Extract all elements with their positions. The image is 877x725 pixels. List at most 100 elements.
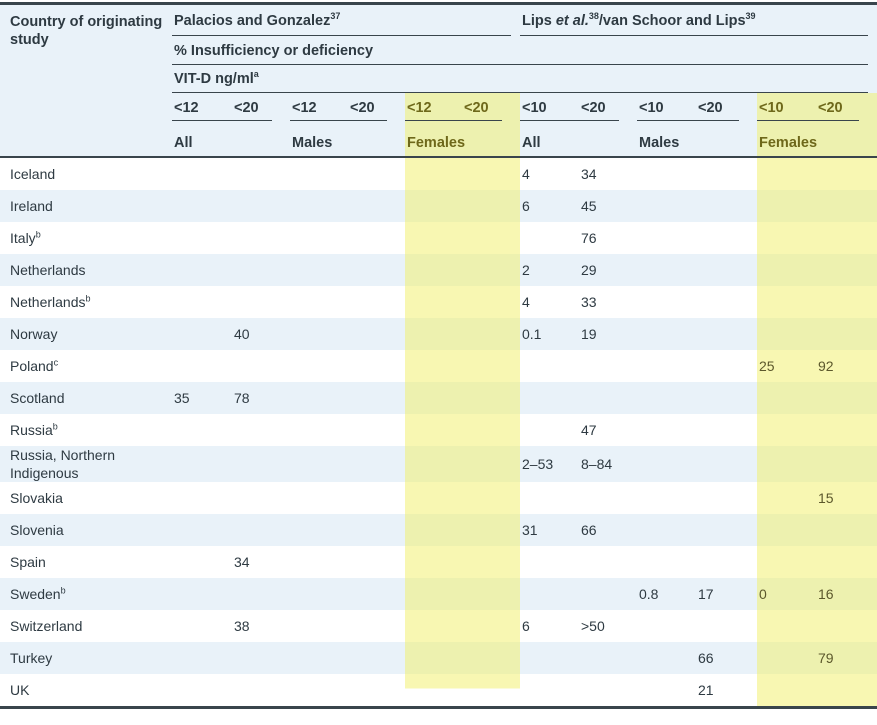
country-cell: Scotland <box>10 390 65 406</box>
value-cell: 4 <box>522 166 530 182</box>
value-cell <box>637 254 696 286</box>
table-row: Netherlands 2 29 <box>0 254 877 286</box>
threshold-header: <20 <box>232 93 290 130</box>
value-cell <box>637 610 696 642</box>
table-row: Slovenia 31 66 <box>0 514 877 546</box>
value-cell: 38 <box>234 618 250 634</box>
value-cell <box>462 546 520 578</box>
value-cell <box>696 254 757 286</box>
subgroup-header-all: All <box>520 130 637 158</box>
table-row: Spain 34 <box>0 546 877 578</box>
value-cell <box>757 610 816 642</box>
value-cell <box>348 254 405 286</box>
value-cell <box>520 350 579 382</box>
header-row-thresholds: <12 <20 <12 <20 <12 <20 <10 <20 <10 <20 … <box>0 93 877 130</box>
value-cell <box>232 414 290 446</box>
value-cell <box>696 514 757 546</box>
value-cell: 19 <box>581 326 597 342</box>
value-cell <box>637 158 696 190</box>
value-cell <box>405 546 462 578</box>
value-cell <box>405 286 462 318</box>
value-cell <box>637 446 696 482</box>
value-cell <box>348 286 405 318</box>
header-row-measure: % Insufficiency or deficiency <box>0 36 877 65</box>
value-cell <box>232 482 290 514</box>
value-cell <box>290 610 348 642</box>
value-cell <box>290 482 348 514</box>
value-cell <box>405 642 462 674</box>
table-row: Iceland 4 34 <box>0 158 877 190</box>
value-cell <box>232 222 290 254</box>
value-cell: 40 <box>234 326 250 342</box>
table-row: Netherlandsb 4 33 <box>0 286 877 318</box>
value-cell <box>757 254 816 286</box>
table-row: Slovakia 15 <box>0 482 877 514</box>
value-cell <box>172 578 232 610</box>
value-cell <box>462 190 520 222</box>
value-cell <box>816 610 877 642</box>
value-cell <box>232 446 290 482</box>
value-cell <box>696 382 757 414</box>
value-cell <box>348 546 405 578</box>
value-cell: 76 <box>581 230 597 246</box>
value-cell <box>637 222 696 254</box>
value-cell <box>520 222 579 254</box>
value-cell <box>757 482 816 514</box>
value-cell <box>637 286 696 318</box>
value-cell: 0.8 <box>639 586 659 602</box>
value-cell: 21 <box>698 682 714 698</box>
value-cell <box>520 414 579 446</box>
value-cell <box>579 482 637 514</box>
value-cell <box>816 190 877 222</box>
value-cell: 16 <box>816 578 877 610</box>
value-cell: 15 <box>816 482 877 514</box>
value-cell <box>172 254 232 286</box>
value-cell <box>579 674 637 706</box>
table-body: Iceland 4 34 Ireland 6 45 Italyb 76 Netherlands 2… <box>0 158 877 706</box>
value-cell <box>405 610 462 642</box>
value-cell <box>462 382 520 414</box>
value-cell <box>462 578 520 610</box>
value-cell <box>290 286 348 318</box>
value-cell: 34 <box>234 554 250 570</box>
value-cell <box>520 674 579 706</box>
value-cell <box>405 382 462 414</box>
value-cell <box>348 482 405 514</box>
value-cell <box>290 578 348 610</box>
value-cell <box>462 286 520 318</box>
value-cell <box>290 382 348 414</box>
value-cell <box>232 190 290 222</box>
threshold-header: <20 <box>348 93 405 130</box>
table-row: Norway 40 0.1 19 <box>0 318 877 350</box>
value-cell <box>520 482 579 514</box>
value-cell <box>816 514 877 546</box>
value-cell <box>172 190 232 222</box>
value-cell: 45 <box>581 198 597 214</box>
value-cell <box>348 414 405 446</box>
value-cell <box>348 222 405 254</box>
table-row: Switzerland 38 6 >50 <box>0 610 877 642</box>
value-cell <box>816 286 877 318</box>
value-cell <box>816 382 877 414</box>
value-cell <box>816 414 877 446</box>
value-cell <box>757 190 816 222</box>
value-cell <box>348 610 405 642</box>
value-cell: 25 <box>757 350 816 382</box>
table-row: Scotland 35 78 <box>0 382 877 414</box>
value-cell <box>232 158 290 190</box>
value-cell <box>290 514 348 546</box>
value-cell: 92 <box>816 350 877 382</box>
value-cell <box>637 674 696 706</box>
value-cell <box>462 514 520 546</box>
value-cell <box>348 446 405 482</box>
value-cell <box>816 446 877 482</box>
value-cell <box>757 286 816 318</box>
value-cell <box>696 318 757 350</box>
value-cell <box>232 642 290 674</box>
value-cell <box>405 482 462 514</box>
value-cell <box>462 350 520 382</box>
value-cell <box>405 254 462 286</box>
value-cell <box>816 222 877 254</box>
value-cell: 78 <box>234 390 250 406</box>
subgroup-header-all: All <box>172 130 290 158</box>
